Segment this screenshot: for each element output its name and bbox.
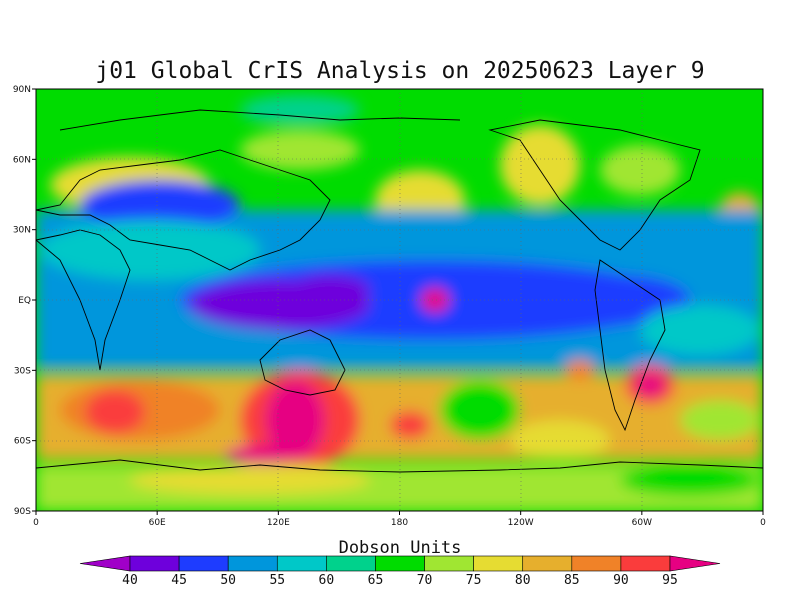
colorbar-low-arrow (79, 555, 131, 572)
y-tick-label: 30N (13, 226, 31, 236)
colorbar-label: 65 (368, 573, 384, 588)
y-tick-labels: 90N 60N 30N EQ 30S 60S 90S (13, 85, 36, 517)
colorbar-label: 60 (319, 573, 335, 588)
colorbar-swatch (129, 555, 180, 572)
x-tick-labels: 0 60E 120E 180 120W 60W 0 (33, 511, 766, 528)
colorbar-title: Dobson Units (339, 538, 462, 558)
y-tick-label: 90N (13, 85, 31, 95)
y-tick-label: EQ (18, 296, 31, 306)
x-tick-label: 0 (33, 518, 39, 528)
y-tick-label: 90S (14, 507, 31, 517)
colorbar-swatch (375, 555, 425, 572)
colorbar-swatch (326, 555, 376, 572)
y-tick-label: 60S (14, 437, 31, 447)
colorbar-swatch (227, 555, 278, 572)
colorbar-label: 45 (171, 573, 187, 588)
x-tick-label: 120E (267, 518, 290, 528)
colorbar: 40 45 50 55 60 65 70 75 80 85 90 95 (79, 555, 721, 588)
colorbar-label: 55 (269, 573, 285, 588)
y-tick-label: 60N (13, 155, 31, 165)
colorbar-label: 85 (564, 573, 580, 588)
colorbar-high-arrow (669, 555, 721, 572)
x-tick-label: 60W (632, 518, 652, 528)
y-tick-label: 30S (14, 366, 31, 376)
x-tick-label: 180 (391, 518, 408, 528)
x-tick-label: 0 (760, 518, 766, 528)
colorbar-label: 70 (417, 573, 433, 588)
colorbar-swatch (276, 555, 327, 572)
colorbar-swatch (473, 555, 524, 572)
colorbar-swatch (571, 555, 622, 572)
colorbar-swatch (522, 555, 573, 572)
colorbar-swatch (620, 555, 671, 572)
x-tick-label: 60E (149, 518, 166, 528)
colorbar-label: 90 (613, 573, 629, 588)
colorbar-label: 80 (515, 573, 531, 588)
colorbar-label: 75 (466, 573, 482, 588)
colorbar-label: 95 (662, 573, 678, 588)
colorbar-swatch (178, 555, 229, 572)
colorbar-label: 40 (122, 573, 138, 588)
ozone-field (36, 89, 763, 511)
x-tick-label: 120W (508, 518, 534, 528)
map-title: j01 Global CrIS Analysis on 20250623 Lay… (95, 58, 704, 84)
colorbar-swatch (424, 555, 474, 572)
colorbar-label: 50 (220, 573, 236, 588)
